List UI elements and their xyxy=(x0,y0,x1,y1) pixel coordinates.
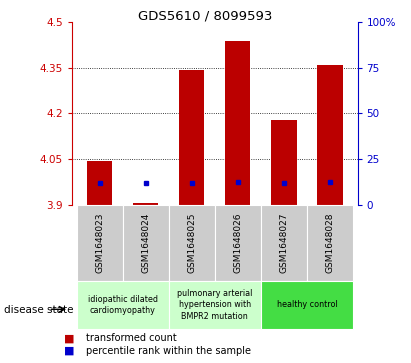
Bar xyxy=(169,281,261,329)
Text: transformed count: transformed count xyxy=(86,333,177,343)
Bar xyxy=(317,65,343,205)
Bar xyxy=(307,205,353,281)
Text: GSM1648027: GSM1648027 xyxy=(279,213,289,273)
Bar xyxy=(271,120,296,205)
Bar xyxy=(261,281,353,329)
Text: percentile rank within the sample: percentile rank within the sample xyxy=(86,346,251,356)
Text: GSM1648024: GSM1648024 xyxy=(141,213,150,273)
Text: idiopathic dilated
cardiomyopathy: idiopathic dilated cardiomyopathy xyxy=(88,295,157,315)
Text: GSM1648028: GSM1648028 xyxy=(326,213,335,273)
Bar xyxy=(76,281,169,329)
Bar xyxy=(169,205,215,281)
Bar xyxy=(87,161,112,205)
Bar xyxy=(133,203,158,205)
Text: ■: ■ xyxy=(64,333,74,343)
Bar xyxy=(76,205,122,281)
Text: GSM1648023: GSM1648023 xyxy=(95,213,104,273)
Bar xyxy=(225,41,250,205)
Text: disease state: disease state xyxy=(4,305,74,315)
Bar xyxy=(122,205,169,281)
Text: GSM1648026: GSM1648026 xyxy=(233,213,242,273)
Text: ■: ■ xyxy=(64,346,74,356)
Text: healthy control: healthy control xyxy=(277,301,337,309)
Text: GDS5610 / 8099593: GDS5610 / 8099593 xyxy=(139,9,272,22)
Text: GSM1648025: GSM1648025 xyxy=(187,213,196,273)
Text: pulmonary arterial
hypertension with
BMPR2 mutation: pulmonary arterial hypertension with BMP… xyxy=(177,289,252,321)
Bar xyxy=(179,70,204,205)
Bar xyxy=(261,205,307,281)
Bar xyxy=(215,205,261,281)
